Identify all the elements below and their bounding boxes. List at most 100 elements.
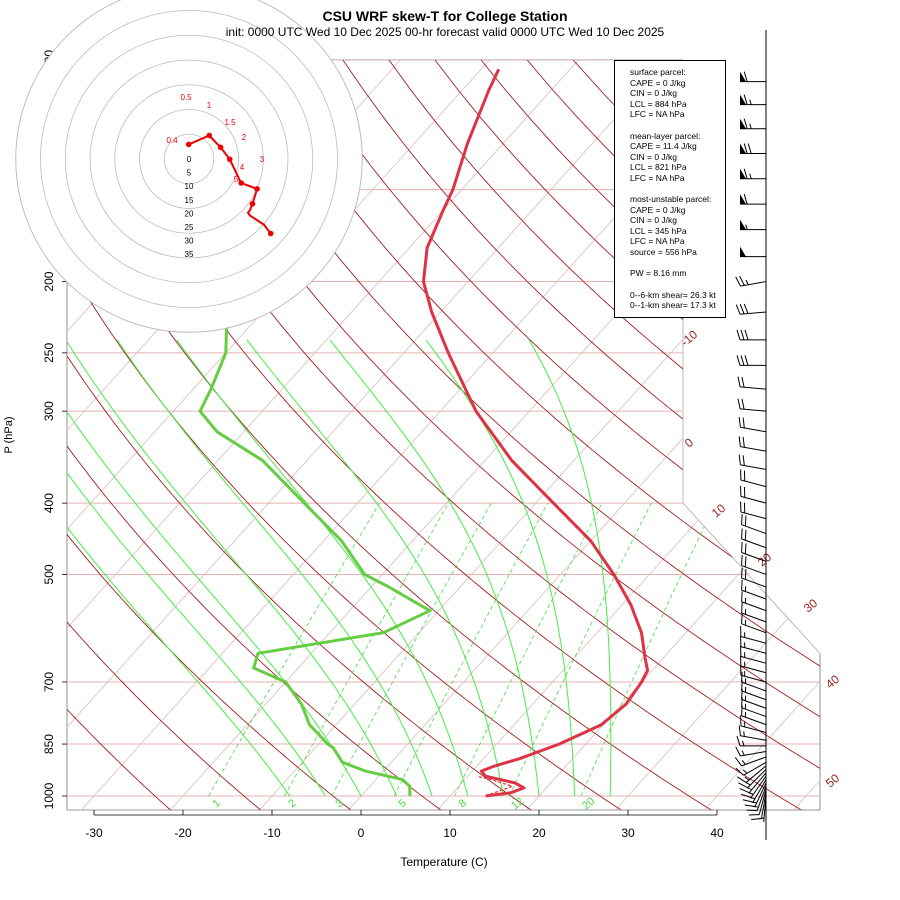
info-line: CAPE = 0 J/kg xyxy=(630,204,686,215)
x-tick-label: 30 xyxy=(621,826,635,840)
moist-adiabat-line xyxy=(246,339,504,797)
hodograph-ring-label: 20 xyxy=(185,209,194,218)
mixing-ratio-label: 1 xyxy=(210,797,222,810)
wind-barb xyxy=(737,765,767,783)
isotherm-line xyxy=(67,60,505,810)
moist-adiabat-line xyxy=(67,339,398,797)
info-line: source = 556 hPa xyxy=(630,246,697,257)
wind-barb xyxy=(737,376,767,390)
wind-barb xyxy=(748,789,767,816)
dry-adiabat-line xyxy=(388,60,820,810)
isotherm-label: 10 xyxy=(709,501,728,521)
wind-barb xyxy=(735,761,767,776)
dry-adiabat-line xyxy=(67,60,534,810)
dry-adiabat-line xyxy=(296,60,820,810)
wind-barb xyxy=(741,613,767,634)
hodograph-ring xyxy=(40,10,338,308)
dry-adiabat-line xyxy=(158,60,820,810)
wind-barb xyxy=(741,528,767,549)
wind-barb xyxy=(740,626,767,644)
moist-adiabat-line xyxy=(67,339,362,797)
wind-barb xyxy=(740,94,766,106)
moist-adiabat-line xyxy=(116,339,433,797)
dry-adiabat-line xyxy=(67,60,173,810)
wind-barb xyxy=(741,671,767,692)
parcel-profile xyxy=(476,775,513,797)
wind-barb xyxy=(740,143,766,155)
y-tick-label: 1000 xyxy=(42,782,56,809)
dry-adiabat-line xyxy=(250,60,820,810)
wind-barb xyxy=(740,246,766,258)
wind-barb xyxy=(740,501,767,520)
x-tick-label: -20 xyxy=(174,826,192,840)
isotherm-line xyxy=(67,60,594,810)
isotherm-line xyxy=(791,60,820,810)
y-tick-label: 250 xyxy=(42,343,56,363)
shear-line: 0--1-km shear= 17.3 kt xyxy=(630,300,716,310)
isotherm-label: 30 xyxy=(801,596,820,616)
wind-barb xyxy=(740,485,767,504)
wind-barb xyxy=(741,514,767,535)
hodograph-ring xyxy=(139,109,239,209)
isotherm-label: 40 xyxy=(823,672,842,692)
mixing-ratio-line xyxy=(284,502,449,797)
dry-adiabat-line xyxy=(112,60,820,810)
y-tick-label: 500 xyxy=(42,564,56,584)
info-line: LFC = NA hPa xyxy=(630,236,685,246)
hodograph-ring-label: 25 xyxy=(185,223,194,232)
y-tick-label: 200 xyxy=(42,271,56,291)
hodograph-height-label: 1 xyxy=(207,101,212,110)
hodograph-point xyxy=(249,200,256,207)
hodograph-height-label: 5 xyxy=(234,175,239,184)
x-tick-label: 10 xyxy=(443,826,457,840)
mixing-ratio-label: 3 xyxy=(333,797,345,810)
hodograph-ring-label: 5 xyxy=(187,169,192,178)
wind-barb xyxy=(738,454,767,470)
wind-barb xyxy=(751,792,767,821)
wind-barb xyxy=(738,436,767,452)
isotherm-line xyxy=(881,44,900,812)
hodograph-ring-label: 0 xyxy=(187,155,192,164)
hodograph-point xyxy=(206,132,213,139)
hodograph-ring xyxy=(114,84,264,234)
wind-barb xyxy=(740,194,766,205)
mixing-ratio-label: 8 xyxy=(456,797,468,810)
chart-subtitle: init: 0000 UTC Wed 10 Dec 2025 00-hr for… xyxy=(225,25,665,39)
isotherm-label: 50 xyxy=(823,771,842,791)
wind-barb xyxy=(741,542,767,562)
hodograph-height-label: 1.5 xyxy=(224,118,236,127)
x-tick-label: 20 xyxy=(532,826,546,840)
x-tick-label: -30 xyxy=(85,826,103,840)
isotherm-line xyxy=(257,60,820,810)
info-line: LCL = 884 hPa xyxy=(630,98,687,109)
isotherm-label: 20 xyxy=(755,550,774,570)
wind-barb xyxy=(741,602,767,623)
shear-line: 0--6-km shear= 26.3 kt xyxy=(630,289,716,300)
hodograph-ring xyxy=(15,0,363,333)
wind-barb xyxy=(741,555,767,575)
dry-adiabat-line xyxy=(204,60,820,810)
dry-adiabat-line xyxy=(67,60,805,810)
wind-barb xyxy=(740,636,767,654)
info-line: LCL = 821 hPa xyxy=(630,162,687,172)
wind-barb xyxy=(741,567,767,588)
y-tick-label: 400 xyxy=(42,493,56,513)
wind-barb xyxy=(736,735,766,747)
wind-barb xyxy=(734,756,767,767)
info-line: CAPE = 0 J/kg xyxy=(630,77,686,88)
info-line: CAPE = 11.4 J/kg xyxy=(630,141,697,151)
hodograph-ring-label: 30 xyxy=(185,237,194,246)
hodograph-height-label: 3 xyxy=(260,155,265,164)
info-line: most-unstable parcel: xyxy=(630,194,712,204)
mixing-ratio-line xyxy=(454,502,603,797)
hodograph-point xyxy=(226,156,233,163)
dry-adiabat-line xyxy=(342,60,820,810)
hodograph-ring xyxy=(64,34,314,284)
wind-barbs xyxy=(734,30,767,840)
hodograph-point xyxy=(254,186,260,192)
wind-barb xyxy=(736,329,766,341)
hodograph-point xyxy=(238,180,244,186)
isotherm-line xyxy=(702,60,820,810)
hodograph-height-label: 0.4 xyxy=(166,136,178,145)
